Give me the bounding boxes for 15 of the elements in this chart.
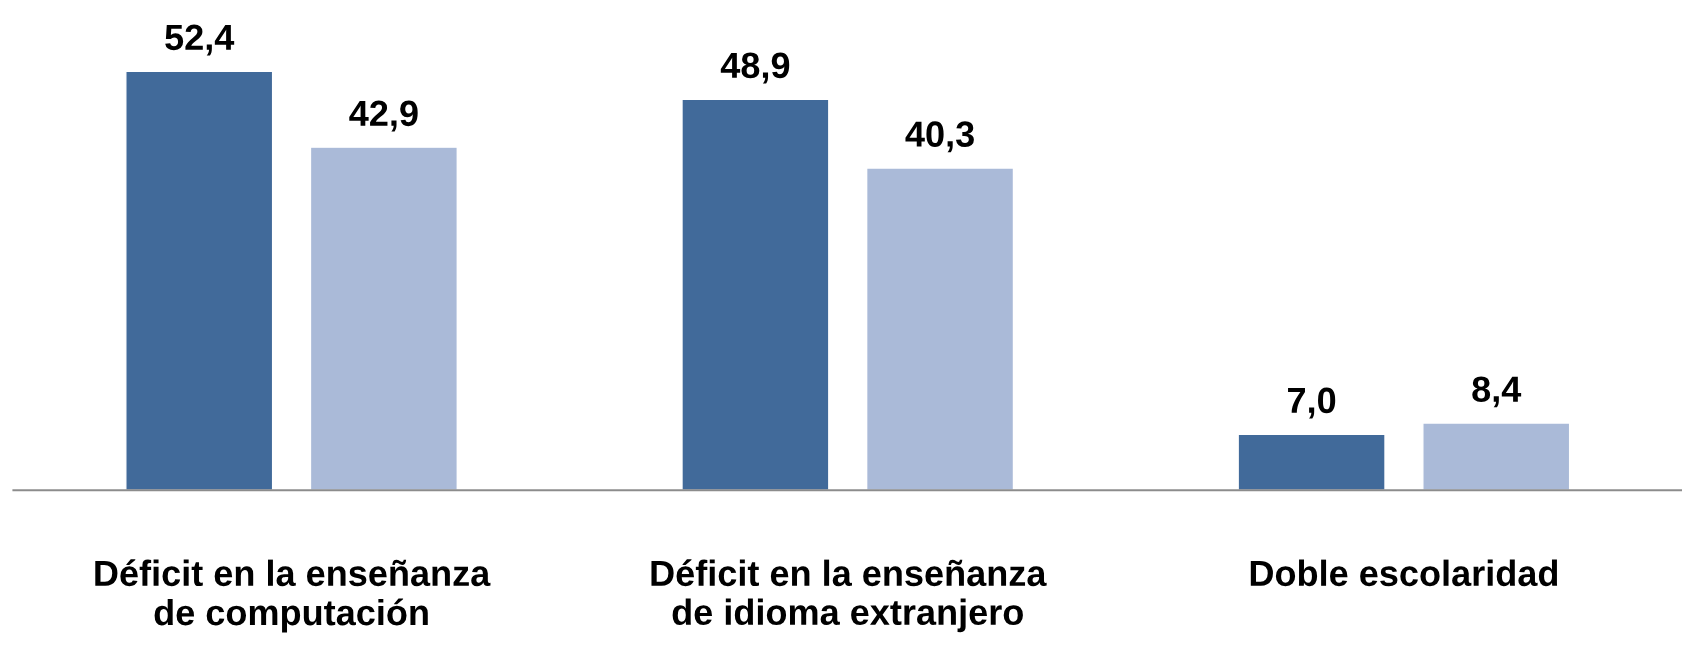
x-tick-label: Doble escolaridad (1250, 559, 1558, 587)
x-tick-label: Déficit en la enseñanza de idioma extranjero (651, 559, 1047, 633)
bar (309, 146, 458, 491)
data-label: 8,4 (1472, 376, 1522, 408)
data-label: 48,9 (720, 52, 790, 84)
bar (865, 167, 1015, 491)
bar (1237, 433, 1386, 491)
data-label: 52,4 (165, 24, 235, 56)
x-tick-label: Déficit en la enseñanza de computación (95, 559, 491, 633)
data-label: 42,9 (349, 100, 418, 132)
bar (681, 98, 830, 491)
bar (125, 70, 274, 491)
data-label: 7,0 (1288, 387, 1336, 419)
bar (1422, 422, 1571, 491)
data-label: 40,3 (905, 121, 974, 153)
